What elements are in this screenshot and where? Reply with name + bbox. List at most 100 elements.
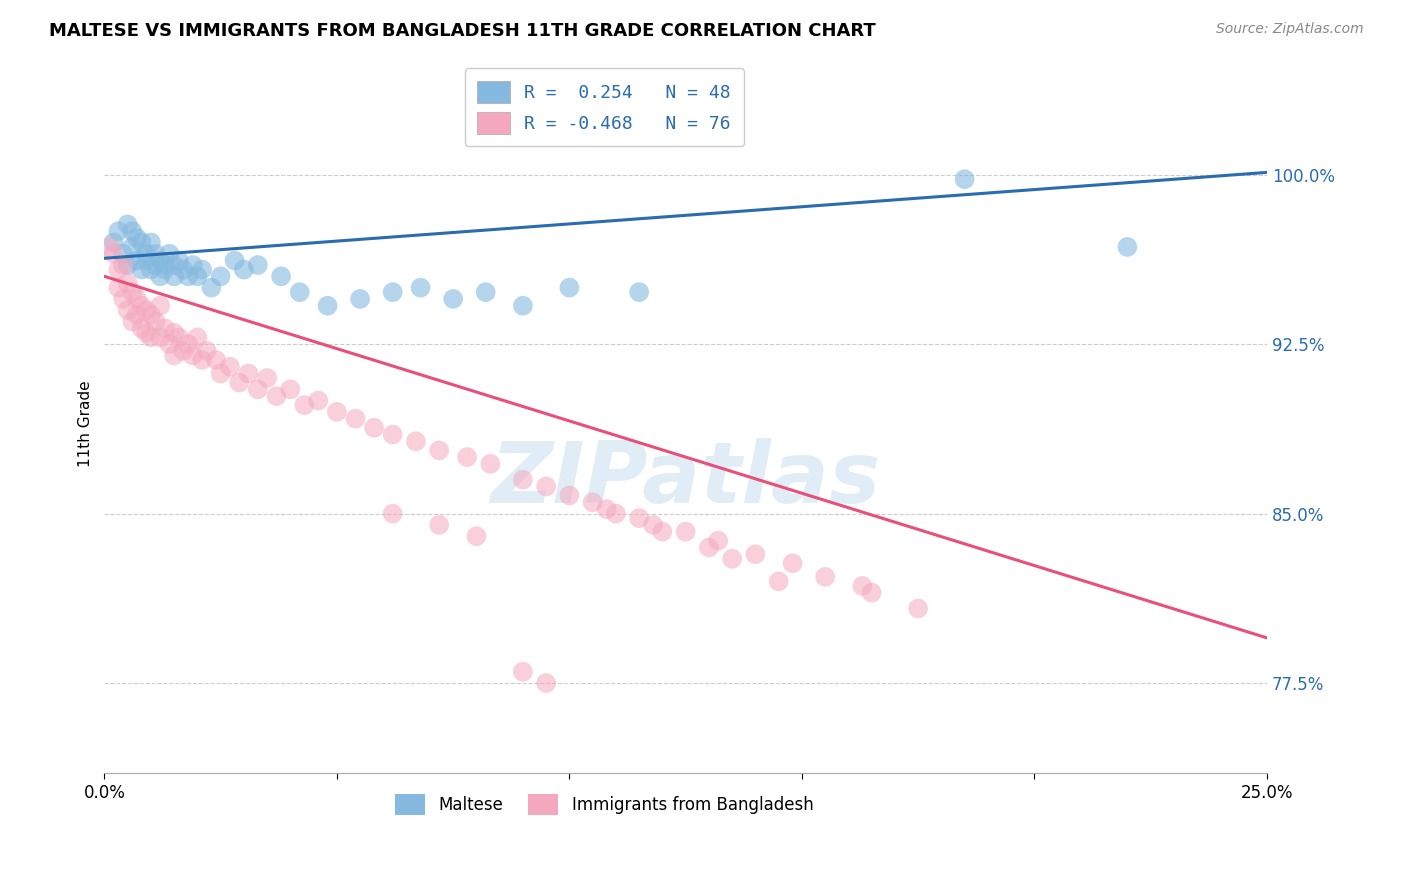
- Point: [628, 285, 651, 300]
- Point: [125, 308, 148, 322]
- Point: [246, 258, 269, 272]
- Point: [131, 235, 153, 250]
- Point: [131, 321, 153, 335]
- Point: [363, 421, 385, 435]
- Point: [172, 262, 194, 277]
- Point: [292, 398, 315, 412]
- Point: [149, 299, 172, 313]
- Point: [1116, 240, 1139, 254]
- Point: [246, 382, 269, 396]
- Point: [135, 326, 157, 340]
- Point: [512, 299, 534, 313]
- Point: [177, 269, 200, 284]
- Point: [479, 457, 502, 471]
- Point: [441, 292, 464, 306]
- Point: [117, 276, 139, 290]
- Point: [181, 258, 204, 272]
- Point: [558, 489, 581, 503]
- Point: [103, 246, 125, 260]
- Point: [707, 533, 730, 548]
- Point: [159, 337, 181, 351]
- Point: [595, 502, 617, 516]
- Point: [191, 262, 214, 277]
- Point: [675, 524, 697, 539]
- Point: [344, 411, 367, 425]
- Point: [125, 231, 148, 245]
- Point: [628, 511, 651, 525]
- Point: [117, 218, 139, 232]
- Point: [139, 308, 162, 322]
- Point: [534, 479, 557, 493]
- Point: [145, 314, 167, 328]
- Point: [697, 541, 720, 555]
- Point: [139, 262, 162, 277]
- Legend: Maltese, Immigrants from Bangladesh: Maltese, Immigrants from Bangladesh: [385, 784, 824, 824]
- Point: [153, 258, 176, 272]
- Point: [131, 262, 153, 277]
- Point: [381, 427, 404, 442]
- Point: [153, 321, 176, 335]
- Point: [238, 367, 260, 381]
- Point: [117, 258, 139, 272]
- Point: [167, 330, 190, 344]
- Point: [135, 253, 157, 268]
- Point: [195, 343, 218, 358]
- Point: [159, 246, 181, 260]
- Point: [149, 253, 172, 268]
- Point: [186, 330, 208, 344]
- Point: [558, 280, 581, 294]
- Point: [744, 547, 766, 561]
- Text: ZIPatlas: ZIPatlas: [491, 438, 880, 521]
- Point: [181, 348, 204, 362]
- Point: [98, 240, 121, 254]
- Point: [107, 280, 129, 294]
- Point: [534, 676, 557, 690]
- Point: [307, 393, 329, 408]
- Point: [111, 292, 134, 306]
- Point: [135, 303, 157, 318]
- Point: [512, 665, 534, 679]
- Point: [316, 299, 339, 313]
- Point: [163, 326, 186, 340]
- Point: [107, 224, 129, 238]
- Point: [288, 285, 311, 300]
- Point: [266, 389, 288, 403]
- Text: Source: ZipAtlas.com: Source: ZipAtlas.com: [1216, 22, 1364, 37]
- Point: [860, 585, 883, 599]
- Point: [651, 524, 673, 539]
- Point: [427, 443, 450, 458]
- Point: [139, 235, 162, 250]
- Point: [219, 359, 242, 374]
- Point: [381, 507, 404, 521]
- Point: [121, 314, 143, 328]
- Point: [145, 258, 167, 272]
- Point: [349, 292, 371, 306]
- Point: [474, 285, 496, 300]
- Point: [177, 337, 200, 351]
- Point: [103, 235, 125, 250]
- Point: [643, 517, 665, 532]
- Point: [768, 574, 790, 589]
- Point: [256, 371, 278, 385]
- Point: [121, 224, 143, 238]
- Point: [405, 434, 427, 449]
- Point: [107, 262, 129, 277]
- Point: [228, 376, 250, 390]
- Point: [456, 450, 478, 464]
- Point: [232, 262, 254, 277]
- Point: [721, 551, 744, 566]
- Point: [270, 269, 292, 284]
- Point: [381, 285, 404, 300]
- Point: [186, 269, 208, 284]
- Point: [326, 405, 349, 419]
- Point: [145, 246, 167, 260]
- Point: [131, 299, 153, 313]
- Point: [121, 285, 143, 300]
- Point: [409, 280, 432, 294]
- Point: [135, 246, 157, 260]
- Point: [953, 172, 976, 186]
- Point: [121, 240, 143, 254]
- Point: [605, 507, 627, 521]
- Point: [205, 353, 228, 368]
- Point: [465, 529, 488, 543]
